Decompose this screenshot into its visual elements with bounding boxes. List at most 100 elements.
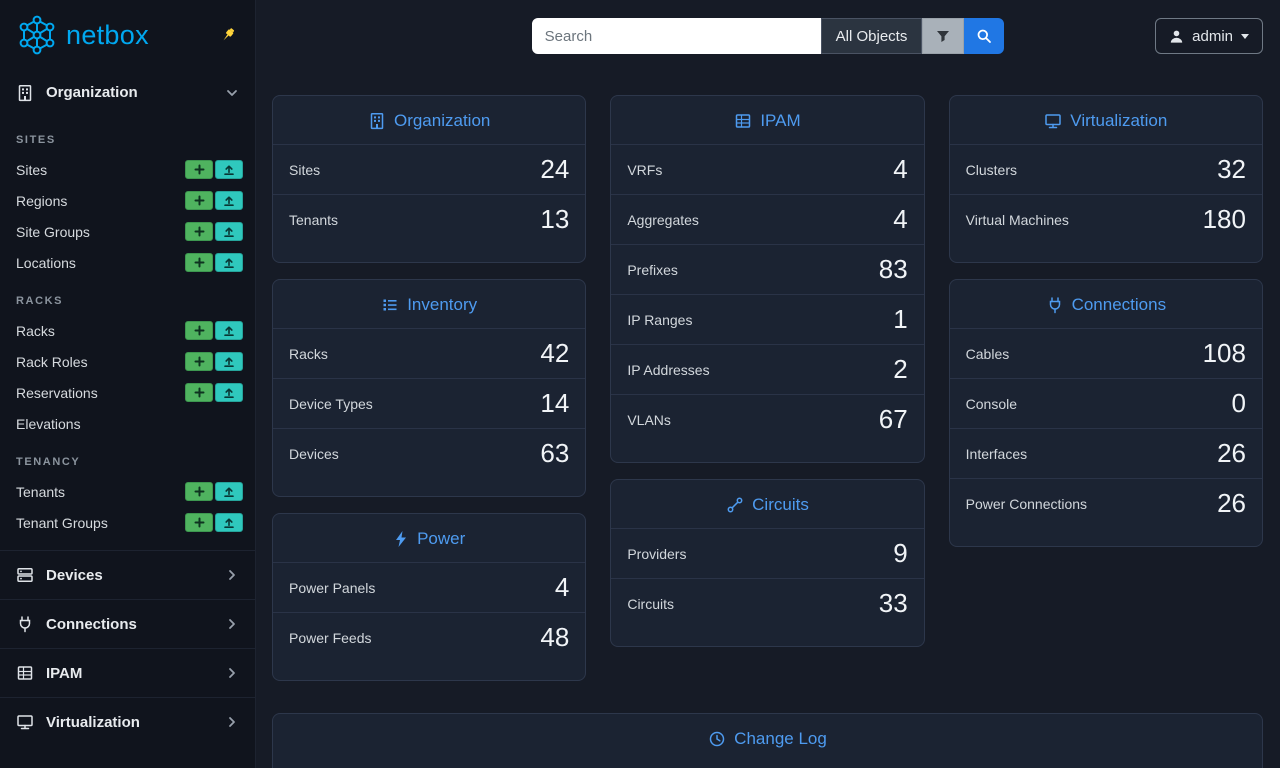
sidebar-group-connections[interactable]: Connections bbox=[0, 599, 255, 648]
object-type-dropdown[interactable]: All Objects bbox=[820, 18, 923, 54]
stat-value[interactable]: 1 bbox=[893, 304, 908, 334]
sidebar-row: Locations bbox=[0, 247, 255, 278]
stat-label[interactable]: Power Feeds bbox=[289, 629, 372, 646]
stat-value[interactable]: 42 bbox=[540, 338, 570, 368]
group-label: IPAM bbox=[46, 664, 83, 682]
monitor-icon bbox=[1044, 112, 1062, 130]
stat-value[interactable]: 48 bbox=[540, 622, 570, 652]
stat-label[interactable]: Interfaces bbox=[965, 445, 1028, 462]
sidebar-item-tenants[interactable]: Tenants bbox=[16, 483, 66, 500]
stat-value[interactable]: 9 bbox=[893, 538, 908, 568]
stat-value[interactable]: 14 bbox=[540, 388, 570, 418]
stat-value[interactable]: 24 bbox=[540, 154, 570, 184]
stat-label[interactable]: Circuits bbox=[627, 595, 674, 612]
add-button[interactable] bbox=[185, 321, 213, 340]
sidebar-item-rack-roles[interactable]: Rack Roles bbox=[16, 353, 88, 370]
stat-label[interactable]: VLANs bbox=[627, 411, 671, 428]
stat-label[interactable]: Device Types bbox=[289, 395, 373, 412]
import-button[interactable] bbox=[215, 383, 243, 402]
import-button[interactable] bbox=[215, 352, 243, 371]
sidebar-group-ipam[interactable]: IPAM bbox=[0, 648, 255, 697]
stat-label[interactable]: IP Ranges bbox=[627, 311, 693, 328]
import-button[interactable] bbox=[215, 160, 243, 179]
stat-value[interactable]: 67 bbox=[878, 404, 908, 434]
add-button[interactable] bbox=[185, 222, 213, 241]
add-button[interactable] bbox=[185, 253, 213, 272]
stat-label[interactable]: Devices bbox=[289, 445, 339, 462]
grid-icon bbox=[734, 112, 752, 130]
sidebar-item-tenant-groups[interactable]: Tenant Groups bbox=[16, 514, 108, 531]
stat-value[interactable]: 4 bbox=[893, 204, 908, 234]
import-button[interactable] bbox=[215, 253, 243, 272]
stat-label[interactable]: Power Connections bbox=[965, 495, 1088, 512]
sidebar-item-locations[interactable]: Locations bbox=[16, 254, 76, 271]
add-button[interactable] bbox=[185, 160, 213, 179]
filter-button[interactable] bbox=[922, 18, 965, 54]
sidebar-row: Racks bbox=[0, 315, 255, 346]
stat-label[interactable]: VRFs bbox=[627, 161, 663, 178]
sidebar-item-elevations[interactable]: Elevations bbox=[16, 415, 81, 432]
sidebar-item-sites[interactable]: Sites bbox=[16, 161, 48, 178]
import-button[interactable] bbox=[215, 191, 243, 210]
search-input[interactable] bbox=[531, 18, 822, 54]
stat-label[interactable]: Tenants bbox=[289, 211, 339, 228]
dashboard: Organization Sites 24 Tenants 13 bbox=[256, 72, 1280, 768]
stat-value[interactable]: 32 bbox=[1217, 154, 1246, 184]
sidebar-item-racks[interactable]: Racks bbox=[16, 322, 55, 339]
stat-value[interactable]: 26 bbox=[1217, 488, 1246, 518]
stat-label[interactable]: Cables bbox=[965, 345, 1010, 362]
import-button[interactable] bbox=[215, 513, 243, 532]
ipam-card: IPAM VRFs 4 Aggregates 4 Prefixes 83 bbox=[610, 95, 925, 463]
stat-label[interactable]: Console bbox=[965, 395, 1018, 412]
add-button[interactable] bbox=[185, 191, 213, 210]
user-menu-button[interactable]: admin bbox=[1155, 18, 1263, 54]
organization-group-body: SITES Sites Regions bbox=[0, 117, 255, 550]
import-button[interactable] bbox=[215, 222, 243, 241]
stat-label[interactable]: Prefixes bbox=[627, 261, 678, 278]
sidebar-group-devices[interactable]: Devices bbox=[0, 550, 255, 599]
stat-value[interactable]: 13 bbox=[540, 204, 570, 234]
stat-label[interactable]: Racks bbox=[289, 345, 328, 362]
stat-row: Clusters 32 bbox=[949, 144, 1262, 194]
sidebar-item-regions[interactable]: Regions bbox=[16, 192, 68, 209]
sidebar-group-virtualization[interactable]: Virtualization bbox=[0, 697, 255, 746]
search-button[interactable] bbox=[964, 18, 1005, 54]
import-button[interactable] bbox=[215, 482, 243, 501]
stat-label[interactable]: Providers bbox=[627, 545, 687, 562]
stat-label[interactable]: IP Addresses bbox=[627, 361, 710, 378]
stat-value[interactable]: 180 bbox=[1202, 204, 1246, 234]
quick-actions bbox=[185, 482, 243, 501]
stat-label[interactable]: Clusters bbox=[965, 161, 1018, 178]
add-button[interactable] bbox=[185, 513, 213, 532]
stat-value[interactable]: 26 bbox=[1217, 438, 1246, 468]
add-button[interactable] bbox=[185, 482, 213, 501]
stat-label[interactable]: Sites bbox=[289, 161, 321, 178]
import-button[interactable] bbox=[215, 321, 243, 340]
sidebar-group-organization[interactable]: Organization bbox=[0, 68, 255, 117]
card-title: Virtualization bbox=[1070, 111, 1168, 130]
funnel-icon bbox=[935, 28, 951, 44]
stat-value[interactable]: 2 bbox=[893, 354, 908, 384]
stat-value[interactable]: 108 bbox=[1202, 338, 1246, 368]
pin-icon[interactable] bbox=[219, 26, 237, 44]
add-button[interactable] bbox=[185, 352, 213, 371]
dashboard-column-3: Virtualization Clusters 32 Virtual Machi… bbox=[948, 95, 1263, 547]
sidebar-item-site-groups[interactable]: Site Groups bbox=[16, 223, 90, 240]
stat-row: Providers 9 bbox=[611, 528, 924, 578]
dashboard-column-1: Organization Sites 24 Tenants 13 bbox=[272, 95, 587, 681]
nav-group-virtualization: Virtualization bbox=[0, 697, 255, 746]
stat-value[interactable]: 63 bbox=[540, 438, 570, 468]
sidebar-item-reservations[interactable]: Reservations bbox=[16, 384, 98, 401]
stat-value[interactable]: 33 bbox=[878, 588, 908, 618]
stat-value[interactable]: 4 bbox=[893, 154, 908, 184]
stat-value[interactable]: 4 bbox=[554, 572, 570, 602]
stat-label[interactable]: Power Panels bbox=[289, 579, 376, 596]
stat-value[interactable]: 83 bbox=[878, 254, 908, 284]
stat-label[interactable]: Aggregates bbox=[627, 211, 699, 228]
netbox-logo[interactable]: netbox bbox=[14, 13, 149, 57]
stat-value[interactable]: 0 bbox=[1231, 388, 1246, 418]
search-group: All Objects bbox=[531, 18, 1005, 54]
add-button[interactable] bbox=[185, 383, 213, 402]
dashboard-columns: Organization Sites 24 Tenants 13 bbox=[272, 95, 1263, 681]
stat-label[interactable]: Virtual Machines bbox=[965, 211, 1069, 228]
